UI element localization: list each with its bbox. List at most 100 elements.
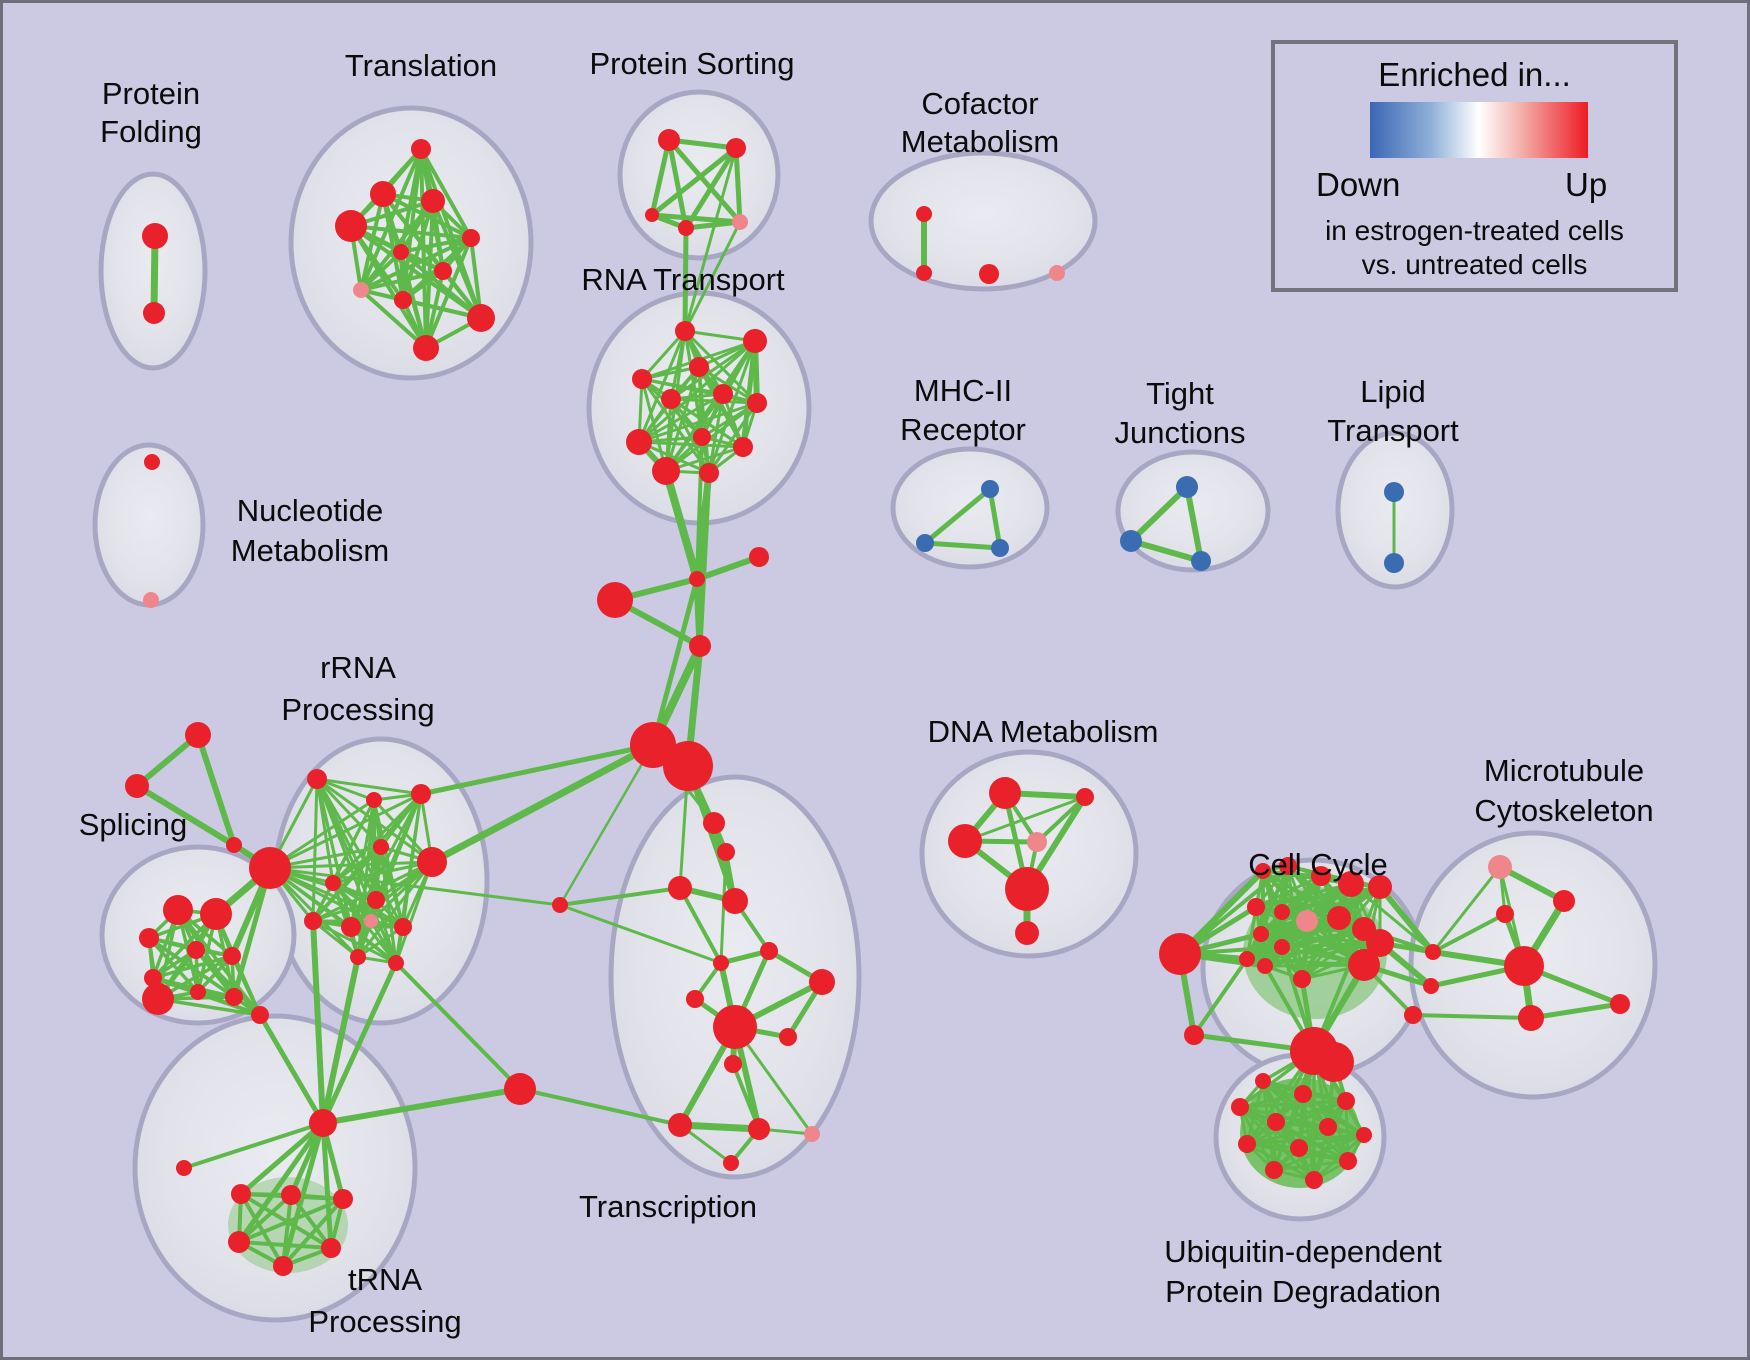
edge-rr5-sp_hub [268,860,434,870]
edge-ub2-ub4 [1238,1092,1305,1109]
node-cc1 [1279,857,1297,875]
edge-rr2-rr11 [356,798,376,959]
node-rr11 [350,949,366,965]
edge-mt4-cn3 [1411,1013,1533,1020]
node-ps5 [732,214,748,230]
edge-ps1-ps2 [666,137,739,151]
node-ub7 [1356,1127,1372,1143]
node-tl8 [353,282,369,298]
node-bh2 [1314,1042,1354,1082]
edge-tj2-tj3 [1128,538,1204,564]
node-cf2 [916,265,932,281]
edge-rr10-sp_hub [268,866,405,929]
node-rr1 [307,769,327,789]
node-dm1 [989,777,1021,809]
edge-cc15-cc17 [1300,941,1382,981]
node-tl7 [434,262,452,280]
node-sp3 [139,928,159,948]
node-rt2 [743,329,767,353]
cluster-rna-transport-label: RNA Transport [581,262,785,297]
node-rt4 [632,369,652,389]
edge-rr5-rr8 [311,860,434,923]
cluster-mhc-ii-receptor-label: Receptor [900,412,1026,447]
node-tn5 [321,1238,341,1258]
edge-tn4-tn5 [237,1240,333,1250]
edge-tn2-tn4 [237,1193,293,1244]
node-tn1 [231,1184,251,1204]
edge-rt7-rt8 [637,401,759,444]
node-cc5 [1368,875,1392,899]
edge-rt2-rt10 [740,338,758,450]
node-ub4 [1231,1098,1249,1116]
node-mt5 [1610,994,1630,1014]
edge-ub4-ub11 [1238,1105,1276,1172]
node-ch1 [689,571,705,587]
edge-rt4-rt12 [640,377,711,475]
edge-tn_hub-tn1 [238,1120,326,1197]
node-tn_hub [309,1109,337,1137]
cluster-ubiquitin-degradation-label: Ubiquitin-dependent [1164,1234,1442,1269]
node-tx1 [703,812,725,834]
cluster-nucleotide-metabolism-label: Metabolism [231,533,390,568]
node-ub12 [1305,1171,1323,1189]
edge-rr1-rr8 [311,777,319,923]
node-cc17 [1293,970,1311,988]
edge-rr5-hub1 [428,741,657,866]
edge-sp9-sp_hub [231,865,273,1000]
edge-cc10-cc13 [1245,927,1366,961]
nodes-layer [125,129,1630,1276]
node-cf1 [916,206,932,222]
node-rt6 [713,384,733,404]
node-tn3 [333,1189,353,1209]
edge-rr3-hub1 [418,742,656,797]
node-spt2 [125,774,149,798]
edge-ps5-rt1 [683,220,742,333]
node-tx14 [804,1126,820,1142]
node-dm2 [1076,788,1094,806]
cluster-trna-processing-ellipse [132,1013,418,1323]
edge-ch1-hub1 [650,576,700,748]
edge-rt4-rt11 [640,377,668,473]
cluster-protein-sorting-label: Protein Sorting [589,46,794,81]
cluster-trna-processing-label: tRNA [348,1262,422,1297]
edge-rr7-rr8 [311,898,378,923]
edge-cc10-cc17 [1300,927,1366,981]
node-cc14 [1257,958,1273,974]
edge-tl1-tl5 [419,147,473,240]
node-cc3 [1311,866,1331,886]
node-rr10 [394,918,412,936]
node-cc11 [1253,926,1269,942]
node-rr9 [341,917,361,937]
node-ub9 [1290,1139,1308,1157]
node-tl1 [411,139,431,159]
node-ub10 [1339,1152,1357,1170]
node-rr3 [411,784,431,804]
edge-spt1-spt2 [134,732,201,789]
edge-ps4-rt1 [682,225,689,334]
node-tx_c [552,897,568,913]
edge-cc3-cc6 [1254,874,1323,909]
edge-mt3-cn1 [1431,912,1507,954]
edge-ps2-ps5 [733,145,743,225]
legend-caption-line1: in estrogen-treated cells [1325,215,1624,246]
legend-title: Enriched in... [1378,56,1571,93]
node-tj2 [1120,530,1142,552]
node-cc13 [1239,951,1255,967]
node-ps2 [726,138,746,158]
edge-sp4-sp10 [194,948,262,1017]
node-tx5 [713,955,729,971]
edge-tl8-tl11 [359,288,428,350]
edge-mh1-mh3 [987,486,1003,551]
cluster-tight-junctions-label: Tight [1146,376,1214,411]
edge-rr10-rr11 [356,925,405,959]
node-nm1 [144,454,160,470]
cluster-cofactor-metabolism-label: Cofactor [921,86,1038,121]
node-tx4 [722,888,748,914]
edge-tx_c-sp_hub [268,866,562,907]
edge-ub8-ub12 [1245,1142,1316,1182]
edge-cc5-cc7 [1280,885,1382,914]
edge-bn1-rr12 [394,961,522,1091]
legend-caption-line2: vs. untreated cells [1361,249,1588,280]
edge-rt9-ch1 [695,435,704,581]
